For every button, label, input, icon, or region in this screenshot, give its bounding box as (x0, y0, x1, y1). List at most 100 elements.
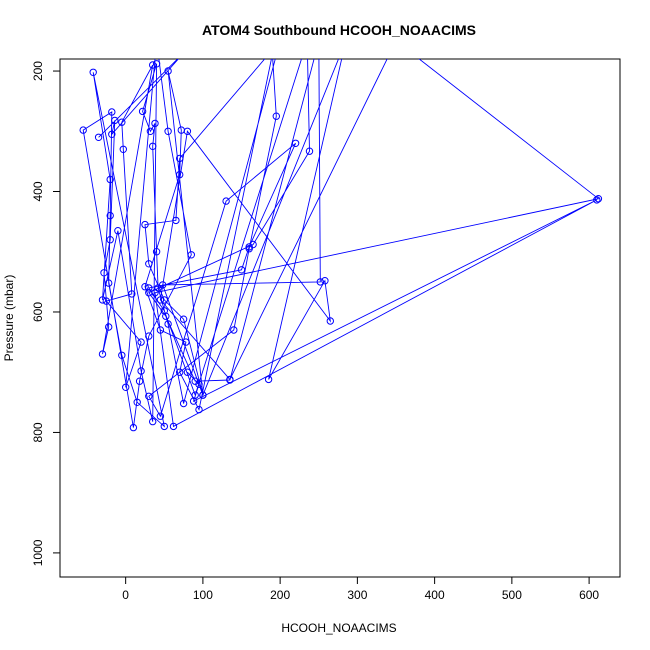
x-tick-label: 300 (347, 588, 367, 602)
data-point (149, 417, 157, 426)
x-axis: 0 100 200 300 400 500 600 (122, 576, 599, 602)
data-point (176, 154, 184, 163)
data-point (156, 412, 165, 420)
data-point (594, 195, 603, 203)
data-point (162, 312, 170, 320)
x-tick-label: 400 (425, 588, 445, 602)
series-line (82, 59, 600, 428)
data-point (105, 279, 113, 287)
data-point (222, 197, 230, 205)
x-tick-label: 500 (502, 588, 522, 602)
data-point (316, 38, 322, 44)
data-point (105, 323, 113, 331)
data-point (195, 405, 203, 414)
data-point (141, 220, 149, 229)
data-point (189, 397, 198, 405)
data-point (135, 377, 144, 385)
data-point (164, 67, 172, 75)
y-tick-label: 1000 (31, 539, 45, 566)
data-point (237, 266, 246, 274)
data-point (145, 284, 153, 292)
data-point (316, 278, 324, 286)
plot-frame (59, 58, 621, 578)
data-point (146, 127, 155, 136)
data-point (141, 283, 149, 291)
data-point (151, 119, 159, 128)
data-point (108, 130, 116, 139)
data-point (159, 281, 167, 289)
data-point (264, 375, 273, 384)
data-point (230, 326, 238, 334)
data-point (245, 243, 253, 251)
data-point (321, 277, 329, 285)
x-tick-label: 600 (579, 588, 599, 602)
data-point (153, 38, 159, 44)
data-point (172, 216, 180, 225)
y-tick-label: 600 (31, 302, 45, 322)
data-point (179, 399, 188, 408)
data-point (118, 118, 126, 126)
data-point (176, 170, 184, 179)
data-point (122, 383, 130, 391)
data-point (291, 139, 300, 148)
data-point (149, 61, 157, 69)
y-axis: 200 400 600 800 1000 (31, 61, 61, 566)
x-tick-label: 200 (270, 588, 290, 602)
data-point (183, 368, 192, 376)
data-point (152, 248, 161, 256)
data-point (393, 38, 399, 44)
chart-title: ATOM4 Southbound HCOOH_NOAACIMS (202, 22, 476, 38)
data-point (149, 142, 157, 151)
data-point (187, 251, 196, 259)
data-point (180, 50, 186, 56)
data-point (111, 116, 119, 125)
data-point (119, 145, 128, 154)
data-point (156, 296, 165, 304)
data-point (169, 422, 178, 431)
data-point (195, 380, 203, 388)
data-point (164, 127, 172, 136)
data-point (343, 38, 349, 44)
data-point (160, 296, 169, 304)
data-point (118, 351, 126, 359)
data-point (226, 375, 234, 384)
y-axis-label: Pressure (mbar) (2, 275, 16, 362)
data-point (199, 391, 207, 399)
data-point (100, 269, 108, 277)
data-point (137, 338, 145, 346)
data-point (304, 38, 310, 44)
data-point (160, 422, 169, 431)
data-point (164, 320, 172, 328)
y-tick-label: 200 (31, 61, 45, 81)
data-point (128, 290, 136, 298)
x-axis-label: HCOOH_NOAACIMS (281, 621, 396, 635)
data-point (182, 338, 190, 346)
data-point (305, 147, 314, 155)
data-point (183, 127, 192, 136)
data-point (106, 175, 114, 184)
data-point (106, 236, 114, 244)
data-point (108, 108, 116, 116)
data-point (152, 60, 161, 68)
data-point (89, 68, 97, 77)
data-point (98, 296, 107, 304)
data-point (133, 398, 141, 406)
data-point (138, 107, 147, 116)
data-point (593, 196, 601, 204)
data-point (151, 289, 159, 297)
x-tick-label: 0 (122, 588, 129, 602)
data-point (102, 297, 111, 305)
data-point (94, 133, 103, 142)
plot-area (79, 38, 603, 432)
data-point (277, 38, 283, 44)
data-point (272, 112, 280, 120)
data-point (145, 332, 153, 340)
data-point (114, 227, 122, 235)
data-point (326, 317, 334, 325)
data-point (137, 367, 145, 375)
y-tick-label: 400 (31, 181, 45, 201)
data-point (269, 51, 275, 57)
data-point (145, 392, 153, 400)
data-point (179, 315, 188, 323)
